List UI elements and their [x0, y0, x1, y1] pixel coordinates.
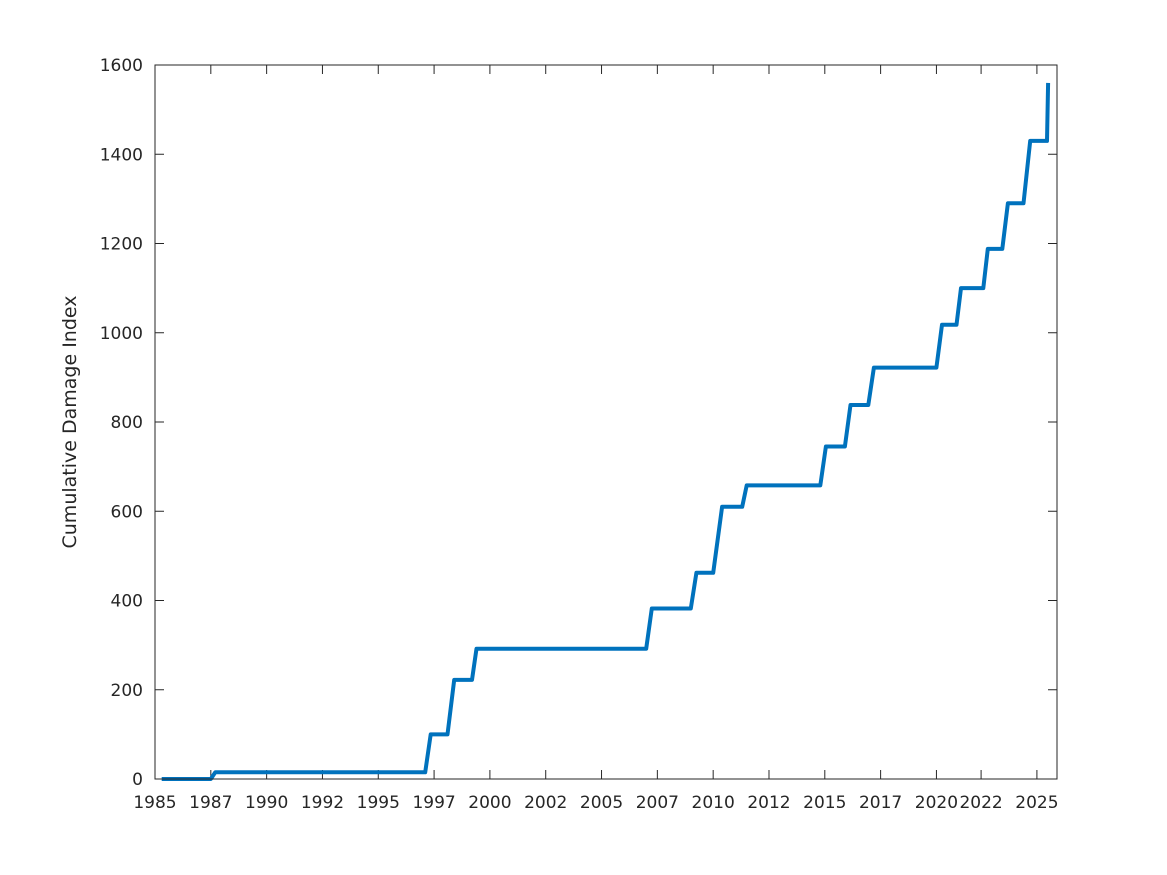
plot-area [155, 65, 1057, 779]
x-tick-label: 2002 [524, 793, 567, 813]
x-tick-label: 2000 [468, 793, 511, 813]
x-tick-label: 2005 [580, 793, 623, 813]
series-layer [161, 82, 1051, 781]
axes-box [154, 64, 1058, 780]
y-tick-label: 400 [111, 592, 143, 612]
y-tick-label: 1600 [100, 56, 143, 76]
y-tick-label: 1400 [100, 145, 143, 165]
x-tick-label: 2012 [747, 793, 790, 813]
x-tick-label: 2015 [803, 793, 846, 813]
y-tick-label: 1000 [100, 324, 143, 344]
x-tick-label: 1997 [412, 793, 455, 813]
y-tick-label: 600 [111, 502, 143, 522]
x-tick-label: 1995 [357, 793, 400, 813]
y-tick-label: 200 [111, 681, 143, 701]
y-tick-label: 1200 [100, 235, 143, 255]
x-tick-label: 1987 [189, 793, 232, 813]
x-tick-label: 2020 [915, 793, 958, 813]
x-tick-label: 1985 [133, 793, 176, 813]
x-tick-label: 1992 [301, 793, 344, 813]
x-tick-label: 2025 [1015, 793, 1058, 813]
x-tick-label: 2022 [959, 793, 1002, 813]
series-line [161, 82, 1051, 781]
ticks-layer: 0 200 400 600 800 1000 1200 1400 1600 1985 1987 199… [100, 56, 1059, 813]
x-tick-label: 2017 [859, 793, 902, 813]
y-tick-label: 0 [132, 770, 143, 790]
y-axis-label: Cumulative Damage Index [59, 295, 81, 548]
x-tick-label: 2007 [636, 793, 679, 813]
x-tick-label: 2010 [692, 793, 735, 813]
y-tick-label: 800 [111, 413, 143, 433]
x-tick-label: 1990 [245, 793, 288, 813]
